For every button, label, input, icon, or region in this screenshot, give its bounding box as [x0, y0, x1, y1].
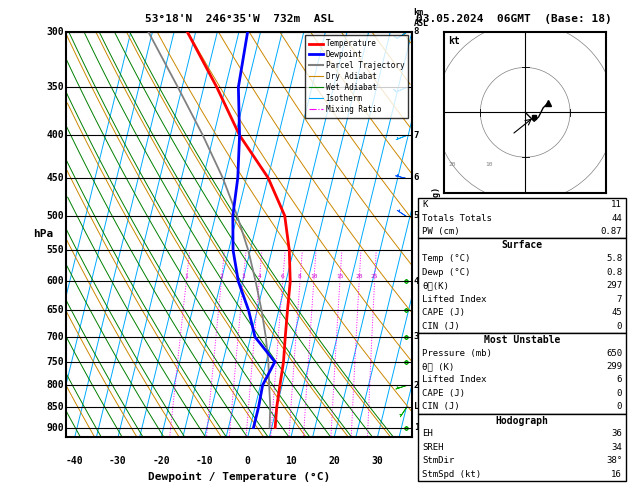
- Text: 3: 3: [414, 332, 419, 342]
- Text: Dewp (°C): Dewp (°C): [422, 268, 470, 277]
- Text: Surface: Surface: [501, 240, 543, 250]
- Text: 45: 45: [611, 308, 622, 317]
- Text: 30: 30: [372, 456, 383, 466]
- Text: hPa: hPa: [33, 229, 53, 240]
- Text: 550: 550: [47, 245, 64, 255]
- Text: StmDir: StmDir: [422, 456, 454, 466]
- Text: 900: 900: [47, 422, 64, 433]
- Text: 299: 299: [606, 362, 622, 371]
- Text: θᴄ(K): θᴄ(K): [422, 281, 449, 290]
- Text: 7: 7: [616, 295, 622, 304]
- Text: LCL: LCL: [414, 402, 430, 412]
- Text: kt: kt: [448, 36, 459, 47]
- Text: 500: 500: [47, 211, 64, 221]
- Text: Lifted Index: Lifted Index: [422, 376, 487, 384]
- Text: 53°18'N  246°35'W  732m  ASL: 53°18'N 246°35'W 732m ASL: [145, 14, 333, 24]
- Text: 1: 1: [414, 423, 419, 432]
- Text: 650: 650: [47, 305, 64, 315]
- Text: 0.87: 0.87: [601, 227, 622, 236]
- Text: 10: 10: [285, 456, 297, 466]
- Text: 10: 10: [485, 162, 493, 167]
- Text: 10: 10: [310, 275, 318, 279]
- Text: 300: 300: [47, 27, 64, 36]
- Text: 2: 2: [220, 275, 223, 279]
- Text: Pressure (mb): Pressure (mb): [422, 348, 492, 358]
- Text: -10: -10: [196, 456, 213, 466]
- Text: 20: 20: [355, 275, 363, 279]
- Text: 3: 3: [242, 275, 245, 279]
- Text: EH: EH: [422, 430, 433, 438]
- Text: 4: 4: [414, 277, 419, 286]
- Text: Totals Totals: Totals Totals: [422, 214, 492, 223]
- Text: 350: 350: [47, 82, 64, 92]
- Text: 1: 1: [184, 275, 188, 279]
- Text: K: K: [422, 200, 428, 209]
- Text: 15: 15: [336, 275, 343, 279]
- Text: 38°: 38°: [606, 456, 622, 466]
- Text: Temp (°C): Temp (°C): [422, 254, 470, 263]
- Text: 450: 450: [47, 173, 64, 183]
- Text: 0: 0: [245, 456, 250, 466]
- Text: 0: 0: [616, 322, 622, 330]
- Text: -30: -30: [109, 456, 127, 466]
- Text: 16: 16: [611, 470, 622, 479]
- Text: 5: 5: [414, 211, 419, 220]
- Text: θᴄ (K): θᴄ (K): [422, 362, 454, 371]
- Text: 4: 4: [257, 275, 261, 279]
- Text: km
ASL: km ASL: [414, 8, 429, 28]
- Text: CIN (J): CIN (J): [422, 402, 460, 412]
- Text: CIN (J): CIN (J): [422, 322, 460, 330]
- Text: PW (cm): PW (cm): [422, 227, 460, 236]
- Text: Hodograph: Hodograph: [496, 416, 548, 426]
- Text: 8: 8: [414, 27, 419, 36]
- Text: © weatheronline.co.uk: © weatheronline.co.uk: [470, 473, 574, 482]
- Text: Dewpoint / Temperature (°C): Dewpoint / Temperature (°C): [148, 472, 330, 482]
- Text: 20: 20: [328, 456, 340, 466]
- Text: 25: 25: [371, 275, 378, 279]
- Text: CAPE (J): CAPE (J): [422, 389, 465, 398]
- Text: -20: -20: [152, 456, 170, 466]
- Text: CAPE (J): CAPE (J): [422, 308, 465, 317]
- Text: -40: -40: [66, 456, 84, 466]
- Text: 0.8: 0.8: [606, 268, 622, 277]
- Text: 0: 0: [616, 389, 622, 398]
- Text: Mixing Ratio (g/kg): Mixing Ratio (g/kg): [431, 187, 441, 282]
- Text: 297: 297: [606, 281, 622, 290]
- Text: 400: 400: [47, 130, 64, 140]
- Text: 11: 11: [611, 200, 622, 209]
- Text: 20: 20: [449, 162, 457, 167]
- Text: 03.05.2024  06GMT  (Base: 18): 03.05.2024 06GMT (Base: 18): [416, 14, 612, 24]
- Text: 8: 8: [298, 275, 302, 279]
- Text: SREH: SREH: [422, 443, 443, 452]
- Text: 44: 44: [611, 214, 622, 223]
- Text: 36: 36: [611, 430, 622, 438]
- Text: 800: 800: [47, 380, 64, 390]
- Text: 750: 750: [47, 357, 64, 367]
- Text: Lifted Index: Lifted Index: [422, 295, 487, 304]
- Text: 600: 600: [47, 277, 64, 286]
- Text: 6: 6: [281, 275, 284, 279]
- Text: 7: 7: [414, 131, 419, 140]
- Text: 0: 0: [616, 402, 622, 412]
- Text: 6: 6: [616, 376, 622, 384]
- Text: 700: 700: [47, 332, 64, 342]
- Text: 5.8: 5.8: [606, 254, 622, 263]
- Text: 850: 850: [47, 402, 64, 412]
- Text: 6: 6: [414, 173, 419, 182]
- Text: 2: 2: [414, 381, 419, 390]
- Text: StmSpd (kt): StmSpd (kt): [422, 470, 481, 479]
- Legend: Temperature, Dewpoint, Parcel Trajectory, Dry Adiabat, Wet Adiabat, Isotherm, Mi: Temperature, Dewpoint, Parcel Trajectory…: [305, 35, 408, 118]
- Text: Most Unstable: Most Unstable: [484, 335, 560, 345]
- Text: 34: 34: [611, 443, 622, 452]
- Text: 650: 650: [606, 348, 622, 358]
